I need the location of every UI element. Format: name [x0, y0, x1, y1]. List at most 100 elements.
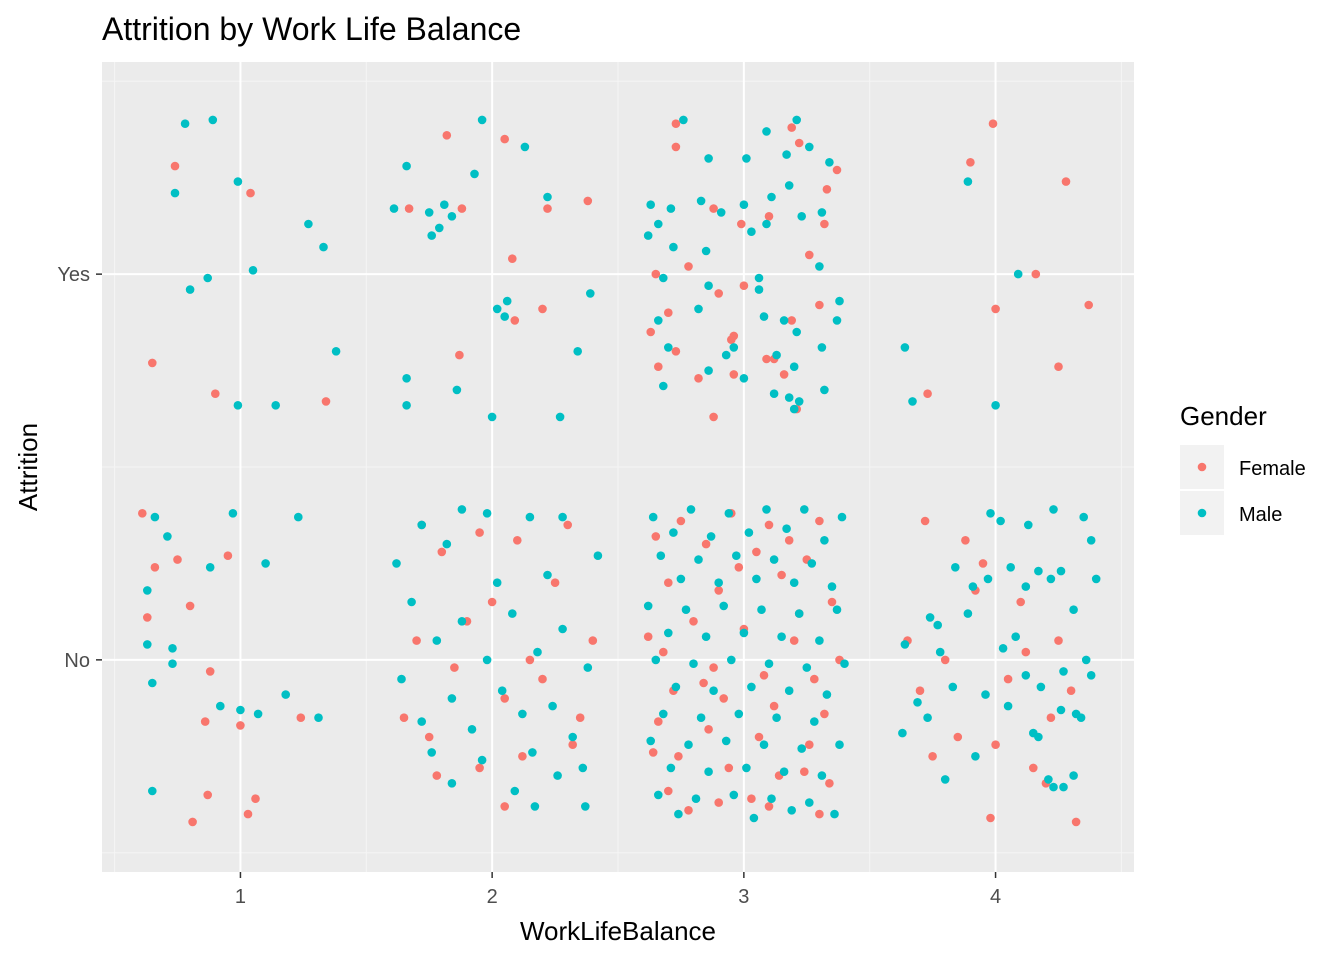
- data-point-female: [928, 752, 937, 761]
- legend-label-female: Female: [1239, 458, 1306, 480]
- data-point-male: [669, 528, 678, 537]
- data-point-female: [674, 752, 683, 761]
- data-point-male: [704, 366, 713, 375]
- data-point-female: [966, 158, 975, 167]
- data-point-female: [978, 559, 988, 568]
- data-point-male: [830, 809, 839, 819]
- data-point-male: [704, 767, 713, 776]
- data-point-male: [586, 289, 595, 298]
- data-point-male: [646, 200, 655, 209]
- data-point-male: [764, 659, 774, 668]
- data-point-male: [1076, 713, 1086, 722]
- data-point-male: [1086, 536, 1096, 545]
- data-point-female: [764, 212, 774, 221]
- data-point-male: [789, 362, 799, 372]
- data-point-female: [684, 262, 693, 271]
- data-point-male: [1024, 520, 1033, 530]
- data-point-male: [533, 647, 542, 657]
- data-point-female: [784, 536, 794, 545]
- data-point-female: [138, 509, 147, 518]
- data-point-female: [664, 578, 673, 587]
- data-point-female: [654, 362, 663, 372]
- data-point-male: [1011, 632, 1020, 641]
- data-point-male: [996, 516, 1005, 526]
- data-point-male: [435, 223, 444, 233]
- data-point-male: [407, 597, 416, 607]
- data-point-female: [714, 289, 723, 298]
- y-tick-label: Yes: [57, 264, 90, 286]
- data-point-female: [513, 536, 522, 545]
- data-point-male: [767, 794, 776, 803]
- data-point-female: [729, 331, 739, 341]
- data-point-female: [810, 674, 819, 684]
- data-point-male: [208, 115, 218, 125]
- data-point-male: [558, 624, 567, 634]
- data-point-male: [1056, 566, 1066, 576]
- data-point-male: [659, 273, 668, 283]
- data-point-female: [787, 316, 796, 325]
- data-point-male: [671, 682, 681, 692]
- data-point-male: [837, 512, 847, 522]
- data-point-male: [835, 740, 844, 749]
- data-point-male: [719, 601, 728, 611]
- data-point-male: [684, 740, 693, 749]
- data-point-male: [898, 728, 907, 738]
- x-axis: 1 2 3 4: [235, 872, 1001, 908]
- data-point-female: [223, 551, 233, 560]
- data-point-female: [437, 547, 447, 557]
- data-point-male: [492, 304, 502, 314]
- data-point-female: [487, 597, 497, 607]
- data-point-male: [817, 771, 827, 780]
- data-point-female: [684, 806, 693, 815]
- data-point-male: [281, 690, 291, 699]
- data-point-female: [188, 817, 197, 827]
- data-point-male: [757, 605, 766, 614]
- data-point-male: [772, 350, 781, 360]
- data-point-female: [659, 647, 668, 657]
- data-point-male: [520, 142, 530, 152]
- data-point-male: [716, 208, 726, 217]
- data-point-male: [656, 551, 666, 560]
- data-point-male: [1003, 701, 1013, 711]
- data-point-male: [981, 690, 990, 699]
- data-point-male: [933, 620, 942, 630]
- data-point-female: [236, 721, 245, 730]
- legend-entries: Female Male: [1180, 445, 1306, 535]
- data-point-male: [1034, 566, 1043, 576]
- data-point-female: [651, 532, 661, 541]
- data-point-male: [402, 161, 411, 171]
- x-axis-ticks: 1 2 3 4: [235, 872, 1001, 908]
- data-point-female: [185, 601, 195, 611]
- data-point-male: [203, 273, 212, 283]
- data-point-male: [762, 505, 771, 514]
- data-point-male: [797, 744, 806, 753]
- data-point-male: [659, 709, 668, 719]
- data-point-female: [777, 570, 786, 580]
- data-point-female: [923, 389, 932, 399]
- data-point-male: [168, 659, 177, 668]
- data-point-male: [1059, 782, 1068, 792]
- data-point-male: [1069, 605, 1078, 614]
- data-point-male: [983, 574, 993, 584]
- data-point-male: [1049, 505, 1058, 514]
- data-point-male: [402, 401, 411, 410]
- data-point-female: [815, 300, 824, 310]
- data-point-female: [563, 520, 572, 530]
- data-point-male: [1013, 269, 1023, 279]
- data-point-male: [646, 736, 655, 746]
- data-point-male: [233, 177, 243, 186]
- data-point-male: [1049, 782, 1058, 792]
- data-point-male: [170, 188, 180, 198]
- data-point-male: [747, 227, 756, 236]
- data-point-female: [719, 694, 728, 703]
- data-point-male: [739, 628, 749, 638]
- data-point-female: [988, 119, 998, 128]
- data-point-male: [971, 752, 980, 761]
- data-point-male: [840, 659, 849, 668]
- data-point-male: [319, 242, 328, 252]
- y-axis: No Yes: [57, 264, 102, 672]
- data-point-male: [908, 397, 917, 406]
- data-point-female: [714, 586, 723, 595]
- data-point-male: [986, 509, 995, 518]
